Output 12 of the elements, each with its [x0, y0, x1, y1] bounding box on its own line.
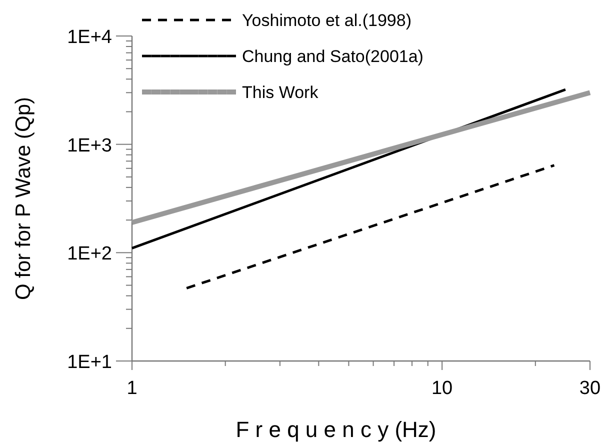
- legend-label: Chung and Sato(2001a): [242, 47, 424, 66]
- y-tick-label: 1E+2: [67, 244, 112, 265]
- y-tick-label: 1E+3: [67, 135, 112, 156]
- legend-label: Yoshimoto et al.(1998): [242, 11, 412, 30]
- y-tick-label: 1E+1: [67, 352, 112, 373]
- y-tick-label: 1E+4: [67, 27, 112, 48]
- x-tick-label: 30: [579, 378, 601, 399]
- x-axis-title: F r e q u e n c y (Hz): [236, 417, 436, 442]
- x-tick-label: 10: [431, 378, 453, 399]
- x-tick-label: 1: [126, 378, 138, 399]
- legend-label: This Work: [242, 83, 319, 102]
- y-axis-title: Q for for P Wave (Qp): [12, 96, 35, 300]
